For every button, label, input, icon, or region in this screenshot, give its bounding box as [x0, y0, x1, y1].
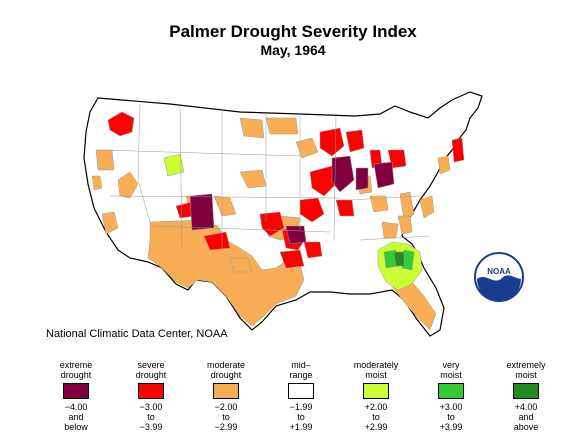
legend-range-line: −2.00 [214, 402, 238, 412]
legend-label-line: moderate [206, 360, 246, 370]
legend-range-line: −2.99 [214, 422, 238, 432]
legend-range-line: −3.00 [139, 402, 163, 412]
legend-range-line: above [513, 422, 539, 432]
legend-range: −3.00 to −3.99 [115, 402, 187, 432]
noaa-logo: NOAA [474, 252, 524, 302]
legend-range-line: to [297, 412, 305, 422]
legend-range-line: −4.00 [64, 402, 88, 412]
legend-label-line: drought [135, 370, 167, 380]
legend-label-line: moist [440, 370, 462, 380]
legend-swatch [513, 383, 539, 399]
legend-label: extreme drought [40, 358, 112, 380]
legend-range-line: +3.99 [439, 422, 463, 432]
legend-range: +4.00 and above [490, 402, 562, 432]
legend-label-line: mid– [291, 360, 311, 370]
legend-label-line: range [289, 370, 313, 380]
noaa-logo-text: NOAA [487, 267, 511, 276]
legend-label: moderately moist [340, 358, 412, 380]
legend-item: moderately moist +2.00 to +2.99 [340, 358, 412, 432]
legend-label: moderate drought [190, 358, 262, 380]
legend-label-line: moist [365, 370, 387, 380]
legend-label-line: very [442, 360, 460, 370]
legend-range-line: −1.99 [289, 402, 313, 412]
legend-range: −2.00 to −2.99 [190, 402, 262, 432]
legend-label: severe drought [115, 358, 187, 380]
legend-range-line: to [147, 412, 155, 422]
severe-drought-areas [107, 111, 465, 269]
legend-range-line: +4.00 [514, 402, 538, 412]
legend-label: mid– range [265, 358, 337, 380]
legend-range-line: and [518, 412, 534, 422]
state-borders [99, 103, 431, 251]
legend-item: moderate drought −2.00 to −2.99 [190, 358, 262, 432]
legend-range: +3.00 to +3.99 [415, 402, 487, 432]
legend-swatch [438, 383, 464, 399]
legend-range-line: −3.99 [139, 422, 163, 432]
legend: extreme drought −4.00 and below severe drought… [40, 358, 560, 444]
legend-label-line: severe [137, 360, 165, 370]
legend-swatch [363, 383, 389, 399]
legend-label: very moist [415, 358, 487, 380]
legend-range-line: to [372, 412, 380, 422]
legend-swatch [288, 383, 314, 399]
legend-label-line: extreme [59, 360, 93, 370]
legend-range: +2.00 to +2.99 [340, 402, 412, 432]
legend-item: severe drought −3.00 to −3.99 [115, 358, 187, 432]
legend-range-line: below [64, 422, 88, 432]
legend-range-line: and [68, 412, 84, 422]
credit-text: National Climatic Data Center, NOAA [46, 328, 228, 340]
legend-item: mid– range −1.99 to +1.99 [265, 358, 337, 432]
legend-swatch [138, 383, 164, 399]
legend-range-line: to [222, 412, 230, 422]
legend-range-line: +3.00 [439, 402, 463, 412]
legend-item: extremely moist +4.00 and above [490, 358, 562, 432]
legend-label: extremely moist [490, 358, 562, 380]
legend-range-line: +2.00 [364, 402, 388, 412]
legend-range-line: +2.99 [364, 422, 388, 432]
legend-swatch [213, 383, 239, 399]
legend-range-line: +1.99 [289, 422, 313, 432]
legend-swatch [63, 383, 89, 399]
legend-range: −1.99 to +1.99 [265, 402, 337, 432]
map-title: Palmer Drought Severity Index [169, 22, 417, 41]
extremely-moist-areas [393, 251, 405, 267]
legend-label-line: moist [515, 370, 537, 380]
legend-label-line: drought [60, 370, 92, 380]
legend-label-line: extremely [506, 360, 546, 370]
extreme-drought-areas [189, 155, 395, 245]
legend-label-line: drought [210, 370, 242, 380]
legend-item: very moist +3.00 to +3.99 [415, 358, 487, 432]
legend-range-line: to [447, 412, 455, 422]
legend-label-line: moderately [353, 360, 399, 370]
map-subtitle: May, 1964 [260, 42, 326, 58]
legend-range: −4.00 and below [40, 402, 112, 432]
legend-item: extreme drought −4.00 and below [40, 358, 112, 432]
